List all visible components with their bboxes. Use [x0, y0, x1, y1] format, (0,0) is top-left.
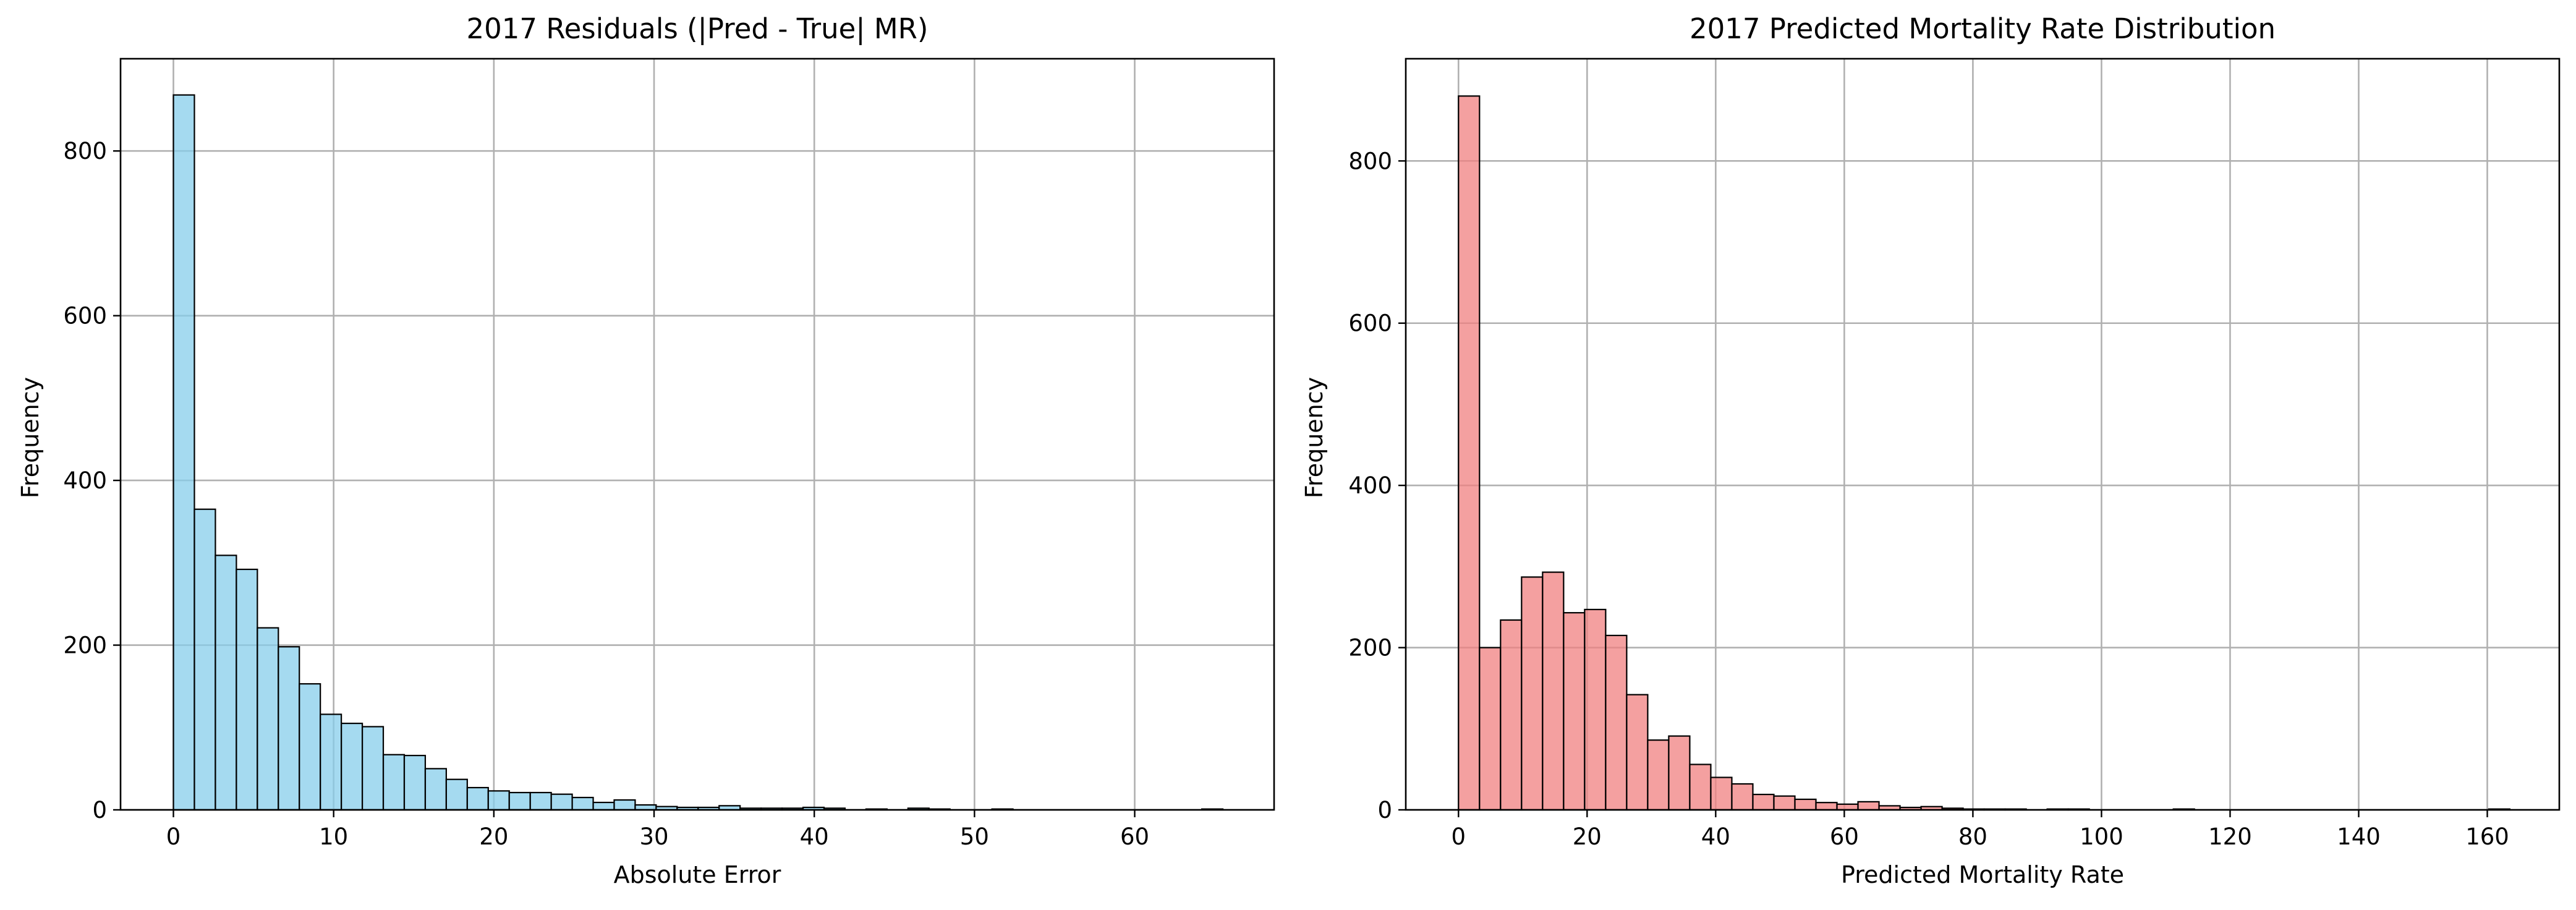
histogram-bar: [361, 726, 385, 811]
axes-frame: [119, 57, 1275, 811]
y-tick-label: 0: [1377, 797, 1392, 823]
histogram-bar: [1815, 802, 1838, 811]
histogram-bar: [613, 799, 636, 811]
residuals-histogram-panel: 2017 Residuals (|Pred - True| MR) Absolu…: [17, 12, 1275, 888]
x-tick-label: 20: [479, 823, 508, 850]
histogram-bar: [1794, 798, 1817, 811]
histogram-bar: [1647, 739, 1670, 811]
histogram-bar: [1752, 793, 1775, 811]
histogram-bar: [215, 555, 237, 811]
y-tick-label: 200: [63, 632, 107, 659]
x-tick-label: 140: [2337, 823, 2381, 850]
histogram-bar: [466, 786, 489, 811]
y-tick-label: 200: [1348, 635, 1392, 661]
histogram-bar: [550, 793, 573, 811]
x-tick-label: 40: [1701, 823, 1730, 850]
y-tick-label: 400: [1348, 472, 1392, 499]
x-axis-label: Predicted Mortality Rate: [1841, 861, 2124, 888]
histogram-bar: [424, 768, 447, 811]
x-tick-label: 100: [2080, 823, 2123, 850]
histogram-bar: [1521, 576, 1544, 811]
y-tick-label: 0: [92, 797, 107, 823]
x-tick-label: 30: [639, 823, 668, 850]
histogram-bar: [1836, 803, 1859, 811]
histogram-bar: [403, 754, 427, 811]
histogram-bar: [487, 790, 510, 811]
histogram-bar: [1584, 608, 1607, 811]
histogram-bar: [1626, 694, 1649, 811]
y-tick-label: 400: [63, 467, 107, 494]
y-tick-label: 800: [63, 138, 107, 164]
histogram-bar: [1500, 619, 1523, 811]
histogram-bar: [172, 94, 195, 811]
histogram-bar: [1458, 95, 1481, 811]
histogram-bar: [1689, 763, 1712, 811]
axes: 0 20 40 60 80 100 120 140 160 0 200 400 600 800: [1348, 57, 2561, 850]
histogram-bar: [529, 791, 552, 811]
histogram-bar: [1542, 571, 1565, 811]
y-axis-label: Frequency: [1301, 377, 1328, 498]
y-tick-label: 800: [1348, 148, 1392, 174]
histogram-bar: [320, 713, 342, 811]
histogram-bar: [236, 568, 258, 811]
histogram-bar: [1479, 647, 1502, 811]
x-tick-label: 60: [1830, 823, 1859, 850]
y-tick-label: 600: [63, 303, 107, 330]
histogram-bar: [571, 796, 594, 811]
x-tick-label: 160: [2465, 823, 2509, 850]
x-tick-label: 0: [166, 823, 181, 850]
histogram-bar: [193, 508, 216, 811]
x-tick-label: 0: [1452, 823, 1466, 850]
histogram-bar: [299, 683, 321, 811]
x-tick-label: 60: [1120, 823, 1149, 850]
bars: [1458, 95, 2511, 811]
histogram-bar: [1563, 612, 1586, 811]
histogram-bar: [382, 754, 406, 811]
histogram-bar: [592, 801, 615, 811]
x-tick-label: 10: [319, 823, 348, 850]
histogram-bar: [1668, 735, 1691, 811]
histogram-bar: [1857, 801, 1880, 811]
histogram-bar: [445, 778, 468, 811]
predicted-mortality-histogram-panel: 2017 Predicted Mortality Rate Distributi…: [1301, 12, 2561, 888]
histogram-bar: [1710, 776, 1733, 811]
histogram-bar: [341, 723, 363, 811]
y-axis-label: Frequency: [17, 377, 44, 498]
histogram-bar: [1731, 783, 1754, 811]
axes-frame: [1405, 57, 2561, 811]
histogram-bar: [1605, 634, 1628, 811]
bars: [172, 94, 1224, 811]
x-tick-label: 120: [2208, 823, 2252, 850]
chart-title: 2017 Residuals (|Pred - True| MR): [467, 12, 929, 45]
histogram-bar: [508, 791, 531, 811]
grid: [121, 59, 1274, 811]
histogram-bar: [278, 646, 300, 811]
x-tick-label: 50: [960, 823, 989, 850]
x-tick-label: 20: [1573, 823, 1602, 850]
x-axis-label: Absolute Error: [614, 861, 781, 888]
histogram-bar: [257, 627, 279, 811]
y-tick-label: 600: [1348, 310, 1392, 337]
x-tick-label: 40: [800, 823, 829, 850]
chart-title: 2017 Predicted Mortality Rate Distributi…: [1690, 12, 2276, 45]
histogram-bar: [1773, 795, 1796, 811]
x-tick-label: 80: [1958, 823, 1987, 850]
